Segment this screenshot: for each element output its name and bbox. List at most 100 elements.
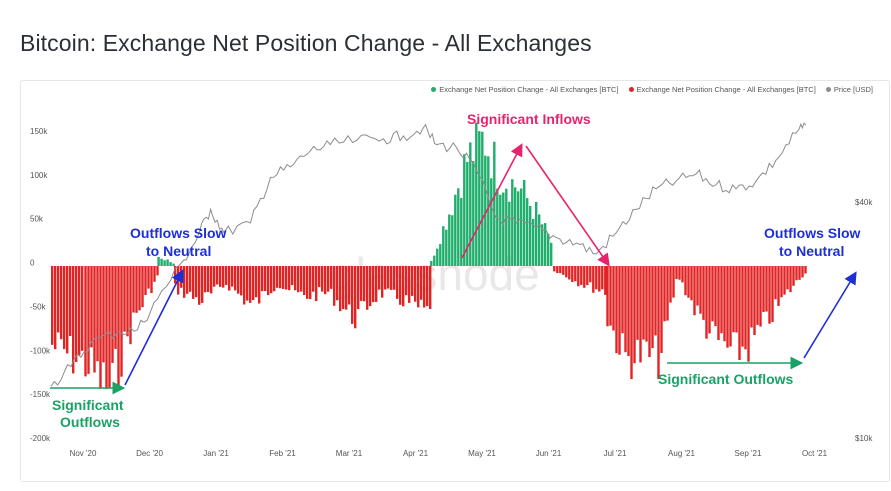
x-tick-label: Jan '21 [203,449,229,458]
bar [702,266,705,320]
page-title: Bitcoin: Exchange Net Position Change - … [20,30,592,56]
bar [759,266,762,327]
bar [565,266,568,278]
bar [378,266,381,290]
bar [645,266,648,342]
bar [493,141,496,266]
x-tick-label: Feb '21 [269,449,296,458]
bar [624,266,627,353]
bar [258,266,261,304]
bar [169,262,172,266]
bar [502,192,505,266]
bar [636,266,639,340]
bar [405,266,408,296]
bar [264,266,267,291]
bar [267,266,270,296]
bar [532,219,535,266]
bar [595,266,598,290]
bar [160,258,163,266]
bar [360,266,363,301]
bar [436,248,439,266]
bar [408,266,411,303]
bar [577,266,580,287]
bar [66,266,69,354]
bar [589,266,592,283]
bar [321,266,324,292]
bar [756,266,759,325]
legend-item-outflow[interactable]: Exchange Net Position Change - All Excha… [628,85,816,94]
bar [586,266,589,286]
bar [252,266,255,300]
legend-label-outflow: Exchange Net Position Change - All Excha… [636,85,816,94]
legend-item-price[interactable]: Price [USD] [825,85,873,94]
bar [117,266,120,386]
bar [568,266,571,280]
bar [726,266,729,348]
bar [429,266,432,309]
bar [75,266,78,362]
legend-item-inflow[interactable]: Exchange Net Position Change - All Excha… [431,85,619,94]
bar [327,266,330,292]
bar [699,266,702,314]
y-tick-label: -200k [30,434,51,443]
bar [660,266,663,353]
x-tick-label: Dec '20 [136,449,163,458]
x-tick-label: Nov '20 [70,449,97,458]
bar [135,266,138,313]
bar [414,266,417,302]
bar [786,266,789,290]
bar [571,266,574,283]
bar [69,266,72,336]
bar [237,266,240,294]
bar [768,266,771,324]
bar [166,259,169,266]
bar [556,266,559,273]
bar [279,266,282,289]
bar [583,266,586,288]
bar [297,266,300,293]
bar [735,266,738,333]
bar [508,201,511,266]
bars [51,122,807,390]
bar [411,266,414,296]
bar [487,156,490,266]
bar [261,266,264,292]
bar [105,266,108,390]
bar [681,266,684,283]
bar [157,257,160,266]
bar [496,188,499,266]
bar [108,266,111,388]
bar [714,266,717,327]
annotation-outflows-slow-left-2: to Neutral [146,243,211,259]
bar [657,266,660,380]
bar [687,266,690,298]
bar [562,266,565,275]
bar [345,266,348,310]
bar [300,266,303,292]
bar [708,266,711,334]
bar [672,266,675,298]
bar [439,244,442,266]
x-tick-label: Mar '21 [336,449,363,458]
bar [475,122,478,266]
bar [420,266,423,300]
bar [213,266,216,287]
bar [804,266,807,274]
bar [111,266,114,363]
bar [234,266,237,291]
bar [324,266,327,295]
bar [544,223,547,266]
bar [273,266,276,292]
bar [189,266,192,292]
bar [396,266,399,299]
bar [705,266,708,339]
y-tick-label: 150k [30,127,48,136]
bar [426,266,429,307]
bar [445,229,448,266]
bar [541,224,544,266]
bar [198,266,201,305]
bar [469,142,472,266]
bar [723,266,726,342]
bar [765,266,768,312]
bar [163,260,166,266]
